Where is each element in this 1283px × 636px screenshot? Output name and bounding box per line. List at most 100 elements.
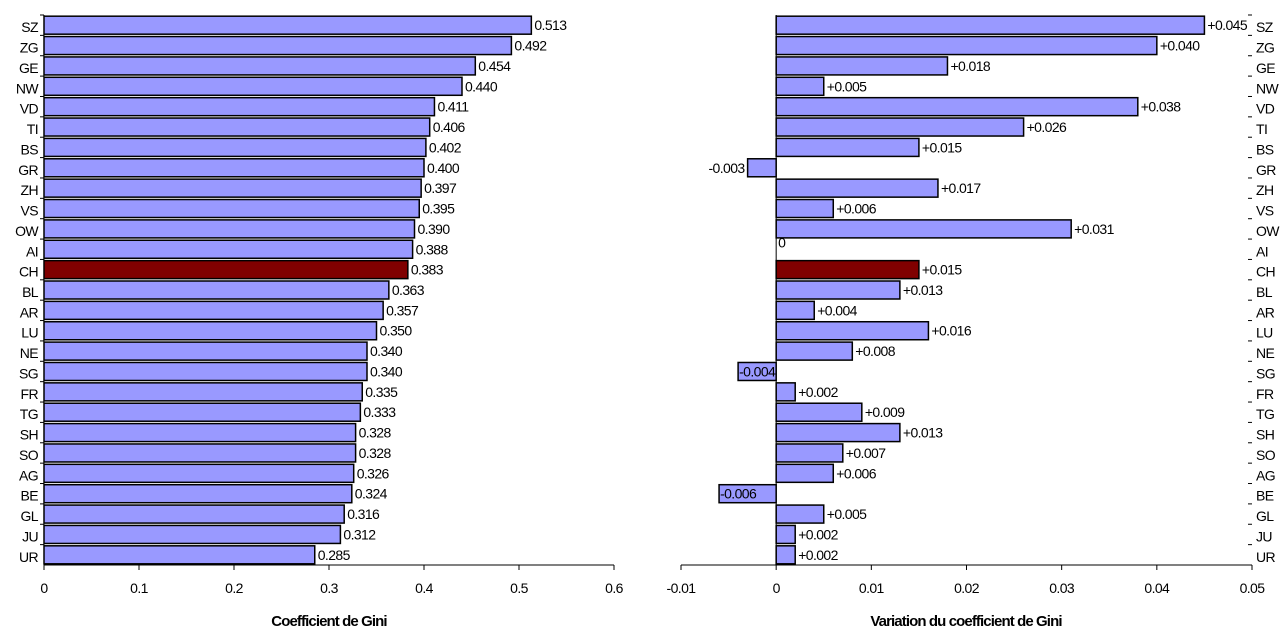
category-label-ow: OW [1256,223,1280,239]
data-label-sg: -0.004 [739,363,776,379]
bar-vd [775,96,1139,117]
category-label-vs: VS [21,203,39,219]
category-label-nw: NW [16,80,40,96]
tick-label-0: 0 [773,580,781,596]
data-label-zg: 0.492 [514,38,547,54]
bar-zg [775,35,1158,56]
category-label-fr: FR [21,386,39,402]
data-label-zg: +0.040 [1160,38,1200,54]
category-label-zh: ZH [21,182,38,198]
bar-ju [775,524,796,545]
data-label-bl: 0.363 [392,282,425,298]
bar-ju [43,524,342,545]
data-label-ur: +0.002 [798,547,838,563]
category-label-ch: CH [19,264,38,280]
bar-bs [43,137,427,158]
category-label-be: BE [1256,488,1274,504]
bar-ge [43,56,477,76]
bar-tg [43,402,362,422]
data-label-sg: 0.340 [370,363,403,379]
bar-lu [43,320,378,341]
bar-ag [775,463,835,484]
data-label-tg: +0.009 [865,404,905,420]
category-label-ch: CH [1256,264,1275,280]
data-label-gl: 0.316 [347,506,380,522]
tick-label-0.01: 0.01 [859,580,885,596]
data-label-ne: 0.340 [370,343,403,359]
category-label-ur: UR [19,549,39,565]
category-label-ai: AI [26,243,38,259]
data-label-bs: 0.402 [429,139,462,155]
data-label-ti: +0.026 [1027,119,1067,135]
category-label-gl: GL [21,508,39,524]
tick-label-0: 0 [40,580,48,596]
bar-so [43,443,357,463]
category-label-sz: SZ [21,19,39,35]
data-label-nw: +0.005 [827,78,867,94]
category-label-sz: SZ [1256,19,1274,35]
category-label-ju: JU [22,528,38,544]
gini-coefficient-chart: 0.513 SZ 0.492 ZG 0.454 GE 0.440 NW 0.411 VD 0.406… [15,14,624,630]
category-label-zg: ZG [1256,40,1274,56]
category-label-fr: FR [1256,386,1274,402]
data-label-bl: +0.013 [903,282,943,298]
category-label-so: SO [19,447,39,463]
category-label-sh: SH [20,427,38,443]
data-label-ti: 0.406 [433,119,466,135]
bar-gr [43,158,425,178]
x-axis-title: Coefficient de Gini [271,613,387,630]
category-label-ur: UR [1256,549,1276,565]
bar-sh [43,422,357,443]
category-label-ai: AI [1256,243,1268,259]
data-label-ge: 0.454 [478,58,511,74]
tick-label-0.2: 0.2 [225,580,243,596]
tick-label-0.04: 0.04 [1144,580,1170,596]
category-label-sg: SG [1256,365,1275,381]
category-label-ju: JU [1256,528,1272,544]
bar-ar [775,300,815,321]
data-label-fr: 0.335 [365,384,398,400]
bar-ti [775,117,1025,137]
tick-label-0.03: 0.03 [1049,580,1075,596]
data-label-ch: 0.383 [411,262,444,278]
category-label-vs: VS [1256,203,1274,219]
data-label-be: 0.324 [355,486,388,502]
bar-vs [43,198,420,219]
bar-lu [775,320,930,341]
tick-label-0.6: 0.6 [605,580,623,596]
data-label-so: +0.007 [846,445,886,461]
data-label-vd: 0.411 [437,99,469,115]
bar-gl [775,504,825,524]
category-label-ne: NE [1256,345,1275,361]
data-label-ow: +0.031 [1074,221,1114,237]
bar-ge [775,56,949,76]
data-label-ai: 0.388 [416,241,449,257]
data-label-ju: +0.002 [798,526,838,542]
data-label-ag: +0.006 [836,465,876,481]
data-label-vs: 0.395 [422,201,455,217]
category-label-gl: GL [1256,508,1274,524]
data-label-zh: 0.397 [424,180,457,196]
category-label-tg: TG [1256,406,1274,422]
bar-vd [43,96,436,117]
bar-ur [775,545,796,565]
data-label-gr: 0.400 [427,160,460,176]
data-label-zh: +0.017 [941,180,981,196]
tick-label-0.4: 0.4 [415,580,433,596]
category-label-ow: OW [15,223,39,239]
category-label-bl: BL [22,284,39,300]
data-label-ge: +0.018 [950,58,990,74]
category-label-ne: NE [20,345,39,361]
category-label-lu: LU [1256,325,1273,341]
data-label-tg: 0.333 [363,404,396,420]
data-label-ow: 0.390 [418,221,451,237]
bar-sg [43,361,368,382]
data-label-sh: +0.013 [903,425,943,441]
bar-so [775,443,844,463]
category-label-ag: AG [19,467,38,483]
data-label-nw: 0.440 [465,78,498,94]
bar-ti [43,117,431,137]
bar-sz [43,15,533,35]
category-label-vd: VD [20,101,39,117]
bar-ch [43,259,409,280]
